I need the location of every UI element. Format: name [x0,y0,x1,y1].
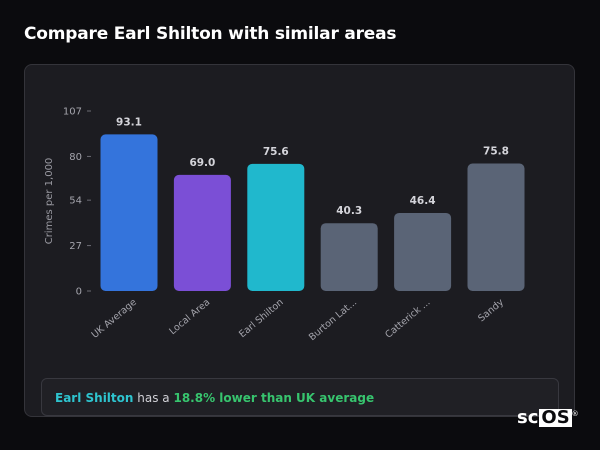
crime-rate-bar-chart: Crimes per 1,000 0 27 54 80 107 93.1 UK Average… [44,107,525,343]
x-tick-label: Sandy [476,297,506,325]
bar[interactable] [467,163,525,291]
x-tick-label: Local Area [167,297,212,337]
logo-text-sc: sc [517,407,539,428]
x-tick-label: Earl Shilton [237,297,286,340]
summary-area-name: Earl Shilton [55,391,134,405]
bar[interactable] [100,134,158,291]
page-title: Compare Earl Shilton with similar areas [24,24,397,44]
bar-value-label: 69.0 [189,157,215,169]
comparison-card: Crimes per 1,000 0 27 54 80 107 93.1 UK Average… [24,64,575,417]
bar[interactable] [320,223,378,291]
y-tick-label: 0 [76,287,82,298]
summary-difference: 18.8% lower than UK average [173,391,375,405]
bar-value-label: 93.1 [116,116,142,128]
bar[interactable] [247,163,305,291]
x-tick-label: Catterick ... [383,297,432,341]
summary-connector-text: has a [133,391,174,405]
logo-registered-mark: ® [571,410,579,418]
y-tick-label: 27 [69,241,82,252]
bar-value-label: 46.4 [410,195,436,207]
y-axis-label: Crimes per 1,000 [44,158,55,245]
y-tick-label: 54 [69,196,82,207]
bar[interactable] [394,212,452,291]
x-tick-label: Burton Lat... [307,297,359,343]
y-tick-label: 80 [69,152,82,163]
y-tick-label: 107 [63,107,82,118]
logo-text-os: OS [539,407,572,428]
scos-logo: sc OS ® [517,407,579,428]
bar[interactable] [173,174,231,291]
bar-value-label: 75.6 [263,146,289,158]
bar-value-label: 40.3 [336,205,362,217]
bar-value-label: 75.8 [483,145,509,157]
summary-banner: Earl Shilton has a 18.8% lower than UK a… [41,378,559,416]
x-tick-label: UK Average [90,297,139,341]
